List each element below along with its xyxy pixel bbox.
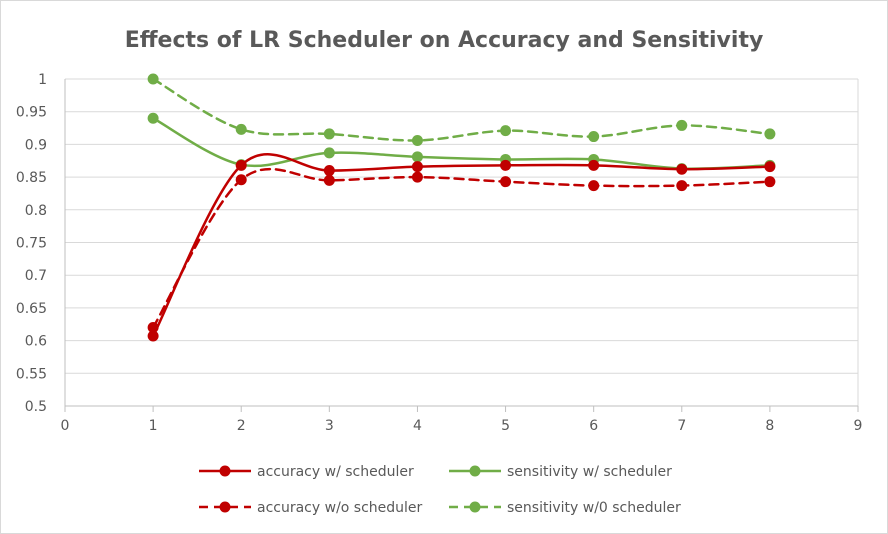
- series-accuracy-w-scheduler: [147, 153, 776, 342]
- y-tick-label: 0.8: [25, 203, 47, 219]
- y-tick-label: 0.55: [16, 366, 47, 382]
- y-tick-label: 0.95: [16, 105, 47, 121]
- data-point: [235, 159, 247, 171]
- x-tick-label: 3: [325, 418, 334, 434]
- legend: accuracy w/ scheduler sensitivity w/ sche…: [199, 464, 681, 516]
- data-point: [323, 128, 335, 140]
- legend-item: sensitivity w/ scheduler: [449, 464, 672, 480]
- y-tick-label: 0.6: [25, 334, 47, 350]
- y-tick-label: 0.9: [25, 137, 47, 153]
- x-tick-label: 9: [854, 418, 863, 434]
- x-tick-label: 6: [589, 418, 598, 434]
- chart-title: Effects of LR Scheduler on Accuracy and …: [125, 28, 764, 53]
- data-point: [411, 134, 423, 146]
- data-point: [147, 73, 159, 85]
- y-tick-label: 0.7: [25, 268, 47, 284]
- x-tick-label: 1: [149, 418, 158, 434]
- x-tick-label: 0: [61, 418, 70, 434]
- legend-marker: [469, 501, 481, 513]
- y-tick-label: 1: [38, 72, 47, 88]
- x-tick-label: 5: [501, 418, 510, 434]
- legend-label: accuracy w/ scheduler: [257, 464, 414, 480]
- data-point: [235, 174, 247, 186]
- data-point: [147, 330, 159, 342]
- data-point: [323, 174, 335, 186]
- data-point: [588, 180, 600, 192]
- data-point: [500, 159, 512, 171]
- y-tick-label: 0.65: [16, 301, 47, 317]
- legend-item: accuracy w/ scheduler: [199, 464, 414, 480]
- axes: 0.5 0.55 0.6 0.65 0.7 0.75 0.8 0.85 0.9 0.95 1 0 1 2 3…: [16, 72, 863, 434]
- x-tick-label: 8: [765, 418, 774, 434]
- data-point: [411, 151, 423, 163]
- legend-label: sensitivity w/0 scheduler: [507, 500, 681, 516]
- data-point: [764, 128, 776, 140]
- series-line: [151, 167, 772, 329]
- data-point: [235, 123, 247, 135]
- y-tick-label: 0.75: [16, 236, 47, 252]
- legend-item: accuracy w/o scheduler: [199, 500, 423, 516]
- data-point: [411, 171, 423, 183]
- data-point: [411, 161, 423, 173]
- x-tick-label: 2: [237, 418, 246, 434]
- data-point: [500, 176, 512, 188]
- data-point: [588, 159, 600, 171]
- data-point: [147, 112, 159, 124]
- legend-label: sensitivity w/ scheduler: [507, 464, 672, 480]
- gridlines: [65, 78, 859, 407]
- x-tick-label: 7: [677, 418, 686, 434]
- legend-marker: [469, 465, 481, 477]
- legend-marker: [219, 501, 231, 513]
- data-point: [764, 161, 776, 173]
- legend-marker: [219, 465, 231, 477]
- legend-label: accuracy w/o scheduler: [257, 500, 423, 516]
- data-point: [676, 119, 688, 131]
- y-tick-label: 0.85: [16, 170, 47, 186]
- series-accuracy-w-o-scheduler: [147, 167, 776, 334]
- series-line: [151, 77, 772, 142]
- series-layer: [147, 73, 776, 342]
- data-point: [676, 180, 688, 192]
- data-point: [323, 165, 335, 177]
- data-point: [323, 147, 335, 159]
- data-point: [676, 163, 688, 175]
- y-tick-label: 0.5: [25, 399, 47, 415]
- x-tick-label: 4: [413, 418, 422, 434]
- data-point: [764, 176, 776, 188]
- data-point: [500, 125, 512, 137]
- legend-item: sensitivity w/0 scheduler: [449, 500, 681, 516]
- data-point: [588, 131, 600, 143]
- series-sensitivity-w-0-scheduler: [147, 73, 776, 146]
